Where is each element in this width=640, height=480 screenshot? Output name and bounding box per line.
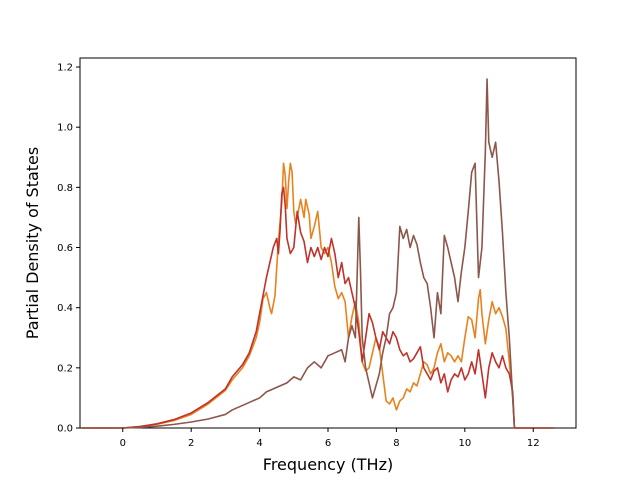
y-tick-label: 1.2 xyxy=(57,63,73,74)
y-tick-label: 0.4 xyxy=(57,303,73,314)
series-line-3 xyxy=(81,78,554,429)
plot-frame xyxy=(79,57,577,429)
x-tick-label: 0 xyxy=(120,438,126,449)
x-tick-label: 8 xyxy=(393,438,399,449)
x-tick-label: 4 xyxy=(256,438,262,449)
y-axis-title: Partial Density of States xyxy=(23,147,42,339)
series-layer xyxy=(81,78,554,429)
y-tick-label: 0.2 xyxy=(57,363,73,374)
x-tick-label: 10 xyxy=(458,438,471,449)
x-axis-title: Frequency (THz) xyxy=(263,455,393,474)
x-tick-label: 12 xyxy=(527,438,540,449)
y-tick-label: 1.0 xyxy=(57,123,73,134)
y-tick-label: 0.8 xyxy=(57,183,73,194)
y-tick-label: 0.6 xyxy=(57,243,73,254)
y-tick-label: 0.0 xyxy=(57,424,73,435)
y-axis: 0.0 0.2 0.4 0.6 0.8 1.0 1.2 xyxy=(57,63,80,435)
x-tick-label: 2 xyxy=(188,438,194,449)
x-tick-label: 6 xyxy=(325,438,331,449)
x-axis: 0 2 4 6 8 10 12 xyxy=(120,428,540,449)
series-line-2 xyxy=(81,186,554,429)
